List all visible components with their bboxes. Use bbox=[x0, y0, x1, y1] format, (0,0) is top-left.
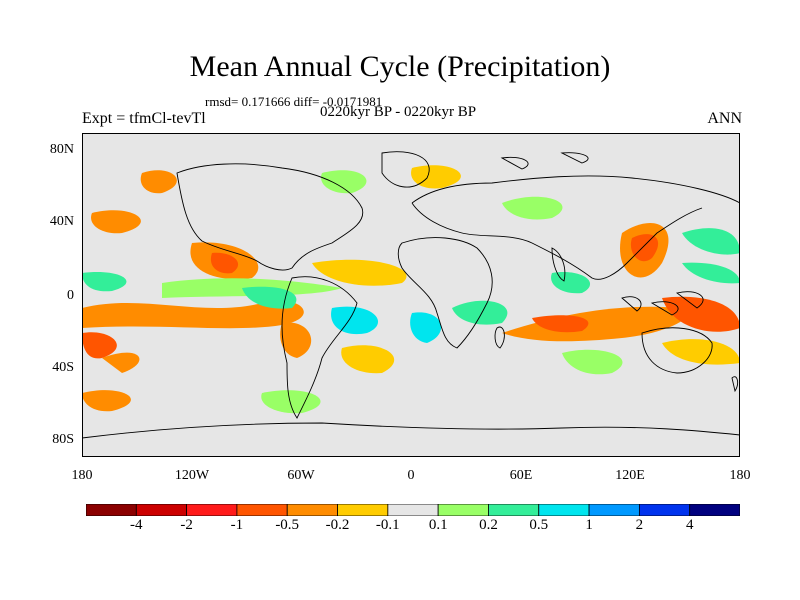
lon-tick-label: 0 bbox=[407, 468, 415, 483]
colorbar bbox=[86, 504, 740, 516]
anomaly-region bbox=[502, 196, 563, 220]
lat-tick-label: 0 bbox=[67, 288, 74, 303]
coastline-north-america bbox=[176, 163, 364, 271]
anomaly-region bbox=[140, 170, 177, 194]
colorbar-label: -4 bbox=[130, 517, 143, 533]
lon-tick-label: 60E bbox=[509, 468, 533, 483]
colorbar-swatch bbox=[488, 504, 540, 516]
colorbar-label: 2 bbox=[635, 517, 644, 533]
colorbar-label: -1 bbox=[230, 517, 244, 533]
anomaly-region bbox=[410, 312, 442, 343]
anomaly-region bbox=[82, 332, 117, 359]
anomaly-region bbox=[82, 390, 131, 412]
experiment-label: Expt = tfmCl-tevTl bbox=[82, 110, 206, 127]
anomaly-region bbox=[551, 272, 591, 294]
colorbar-label: -0.5 bbox=[275, 517, 300, 533]
anomaly-region bbox=[82, 300, 304, 329]
coastline-africa bbox=[397, 237, 493, 349]
colorbar-swatch bbox=[286, 504, 338, 516]
lon-tick-label: 180 bbox=[729, 468, 751, 483]
anomaly-region bbox=[280, 322, 312, 358]
colorbar-label: 0.5 bbox=[529, 517, 549, 533]
colorbar-label: 0.1 bbox=[428, 517, 448, 533]
map-frame bbox=[82, 133, 740, 457]
anomaly-region bbox=[331, 306, 379, 335]
anomaly-region bbox=[82, 272, 127, 292]
colorbar-swatch bbox=[638, 504, 691, 516]
lon-tick-label: 120W bbox=[174, 468, 210, 483]
colorbar-label: -2 bbox=[180, 517, 193, 533]
anomaly-region bbox=[562, 349, 623, 375]
colorbar-swatch bbox=[387, 504, 439, 516]
coastlines bbox=[82, 151, 740, 439]
lon-tick-label: 180 bbox=[71, 468, 93, 483]
anomaly-region bbox=[662, 339, 740, 365]
colorbar-swatch bbox=[236, 504, 288, 516]
coastline-antarctica bbox=[82, 422, 740, 439]
season-label: ANN bbox=[707, 110, 742, 127]
anomaly-region bbox=[91, 210, 141, 234]
colorbar-swatch bbox=[689, 504, 740, 516]
anomaly-region bbox=[662, 296, 740, 332]
anomaly-region bbox=[210, 252, 239, 274]
colorbar-swatch bbox=[86, 504, 137, 516]
precipitation-map bbox=[82, 133, 740, 457]
anomaly-region bbox=[321, 170, 367, 194]
coastline-madagascar bbox=[494, 326, 505, 349]
lon-tick-label: 120E bbox=[615, 468, 645, 483]
coastline-greenland bbox=[381, 151, 430, 188]
colorbar-swatch bbox=[588, 504, 640, 516]
anomaly-region bbox=[532, 315, 589, 333]
anomaly-region bbox=[452, 300, 508, 325]
coastline-australia bbox=[641, 327, 713, 374]
anomaly-region bbox=[242, 286, 297, 309]
chart-title: Mean Annual Cycle (Precipitation) bbox=[189, 50, 611, 83]
anomaly-region bbox=[261, 390, 321, 414]
lat-tick-label: 40N bbox=[49, 214, 74, 229]
anomaly-region bbox=[411, 165, 461, 189]
coastline-new-zealand bbox=[731, 376, 739, 393]
anomaly-region bbox=[630, 234, 659, 262]
anomaly-region bbox=[682, 228, 740, 255]
lat-tick-label: 40S bbox=[52, 360, 74, 375]
lat-tick-label: 80S bbox=[52, 432, 74, 447]
colorbar-label: 4 bbox=[685, 517, 694, 533]
colorbar-label: 0.2 bbox=[479, 517, 498, 533]
coastline-south-america bbox=[281, 276, 358, 419]
anomaly-region bbox=[341, 345, 395, 374]
colorbar-swatch bbox=[135, 504, 188, 516]
coastline-se-asia-islands bbox=[621, 291, 704, 316]
colorbar-label: -0.1 bbox=[375, 517, 400, 533]
anomaly-field bbox=[82, 165, 740, 414]
lon-tick-label: 60W bbox=[287, 468, 315, 483]
coastline-arctic-islands bbox=[500, 152, 589, 170]
colorbar-swatch bbox=[186, 504, 238, 516]
anomaly-region bbox=[312, 259, 407, 286]
lat-tick-label: 80N bbox=[49, 142, 74, 157]
colorbar-swatch bbox=[437, 504, 489, 516]
colorbar-label: -0.2 bbox=[325, 517, 350, 533]
colorbar-swatch bbox=[538, 504, 590, 516]
period-text: 0220kyr BP - 0220kyr BP bbox=[320, 104, 477, 120]
coastline-eurasia bbox=[411, 175, 740, 280]
anomaly-region bbox=[682, 262, 740, 284]
colorbar-label: 1 bbox=[585, 517, 593, 533]
stats-text: rmsd= 0.171666 diff= -0.0171981 bbox=[205, 94, 383, 109]
anomaly-region bbox=[102, 352, 140, 373]
colorbar-swatch bbox=[337, 504, 389, 516]
coastline-india bbox=[551, 247, 566, 282]
